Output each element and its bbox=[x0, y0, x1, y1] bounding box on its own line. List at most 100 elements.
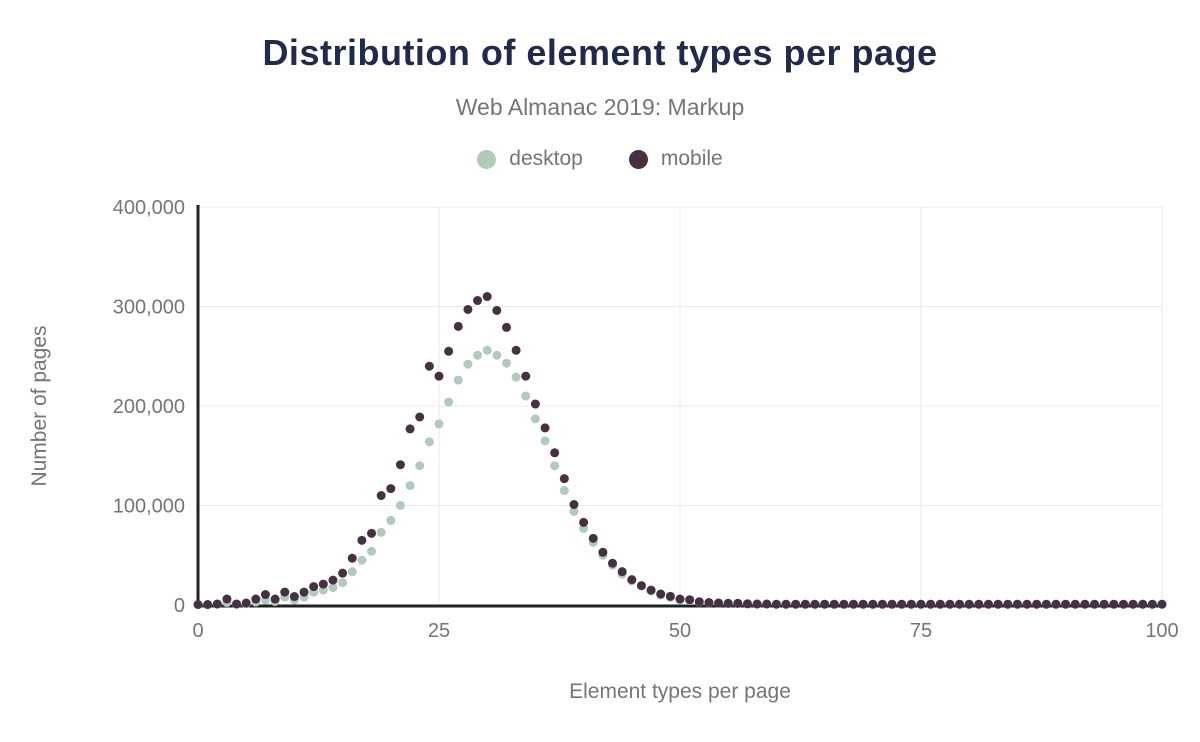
chart-title: Distribution of element types per page bbox=[262, 32, 938, 73]
desktop-point bbox=[781, 599, 791, 609]
mobile-point bbox=[1012, 599, 1022, 609]
desktop-point bbox=[646, 586, 656, 596]
desktop-point bbox=[299, 592, 309, 602]
desktop-point bbox=[579, 523, 589, 533]
y-axis-line bbox=[196, 205, 200, 608]
mobile-point bbox=[868, 599, 878, 609]
mobile-point bbox=[1022, 599, 1032, 609]
mobile-point bbox=[742, 599, 752, 609]
mobile-point bbox=[270, 594, 280, 604]
desktop-point bbox=[1128, 599, 1138, 609]
mobile-point bbox=[1090, 599, 1100, 609]
mobile-point bbox=[656, 589, 666, 599]
desktop-point bbox=[434, 419, 444, 429]
mobile-point bbox=[405, 424, 415, 434]
desktop-point bbox=[694, 597, 704, 607]
desktop-point bbox=[926, 599, 936, 609]
desktop-series-swatch-icon bbox=[477, 149, 497, 169]
desktop-point bbox=[212, 599, 222, 609]
x-tick-label: 50 bbox=[669, 620, 691, 642]
mobile-point bbox=[559, 474, 569, 484]
mobile-point bbox=[665, 591, 675, 601]
desktop-point bbox=[415, 461, 425, 471]
desktop-point bbox=[1090, 599, 1100, 609]
mobile-point bbox=[887, 599, 897, 609]
desktop-point bbox=[1032, 599, 1042, 609]
y-tick-label: 400,000 bbox=[113, 197, 185, 219]
desktop-point bbox=[328, 583, 338, 593]
desktop-point bbox=[318, 585, 328, 595]
mobile-point bbox=[540, 423, 550, 433]
desktop-point bbox=[492, 350, 502, 360]
desktop-point bbox=[386, 515, 396, 525]
x-axis-title: Element types per page bbox=[569, 680, 791, 703]
x-tick-label: 0 bbox=[192, 620, 203, 642]
desktop-point bbox=[1157, 599, 1167, 609]
mobile-point bbox=[762, 599, 772, 609]
mobile-point bbox=[714, 598, 724, 608]
desktop-point bbox=[241, 599, 251, 609]
mobile-point bbox=[588, 533, 598, 543]
desktop-point bbox=[1070, 599, 1080, 609]
desktop-point bbox=[1061, 599, 1071, 609]
mobile-point bbox=[636, 581, 646, 591]
y-axis-title: Number of pages bbox=[28, 325, 51, 486]
mobile-point bbox=[386, 484, 396, 494]
mobile-point bbox=[723, 598, 733, 608]
mobile-point bbox=[309, 582, 319, 592]
mobile-point bbox=[627, 575, 637, 585]
desktop-point bbox=[540, 436, 550, 446]
x-axis-line bbox=[196, 604, 1162, 608]
desktop-point bbox=[820, 599, 830, 609]
desktop-point bbox=[521, 391, 531, 401]
mobile-point bbox=[983, 599, 993, 609]
desktop-point bbox=[685, 596, 695, 606]
desktop-point bbox=[482, 345, 492, 355]
mobile-point bbox=[877, 599, 887, 609]
desktop-point bbox=[810, 599, 820, 609]
desktop-point bbox=[1080, 599, 1090, 609]
desktop-point bbox=[357, 555, 367, 565]
desktop-point bbox=[1012, 599, 1022, 609]
mobile-point bbox=[974, 599, 984, 609]
axis-lines bbox=[196, 205, 1162, 608]
desktop-point bbox=[742, 599, 752, 609]
desktop-point bbox=[627, 576, 637, 586]
desktop-point bbox=[723, 599, 733, 609]
mobile-point bbox=[935, 599, 945, 609]
desktop-point bbox=[501, 358, 511, 368]
desktop-point bbox=[762, 599, 772, 609]
mobile-point bbox=[415, 412, 425, 422]
desktop-point bbox=[714, 598, 724, 608]
mobile-point bbox=[241, 598, 251, 608]
desktop-point bbox=[530, 414, 540, 424]
desktop-point bbox=[887, 599, 897, 609]
desktop-point bbox=[964, 599, 974, 609]
mobile-point bbox=[1157, 599, 1167, 609]
desktop-point bbox=[232, 599, 242, 609]
desktop-point bbox=[289, 595, 299, 605]
mobile-point bbox=[1041, 599, 1051, 609]
mobile-point bbox=[675, 594, 685, 604]
y-tick-label: 300,000 bbox=[113, 297, 185, 319]
mobile-point bbox=[1138, 599, 1148, 609]
desktop-point bbox=[367, 546, 377, 556]
desktop-point bbox=[203, 600, 213, 610]
desktop-point bbox=[251, 597, 261, 607]
mobile-point bbox=[299, 587, 309, 597]
desktop-point bbox=[656, 590, 666, 600]
desktop-point bbox=[588, 537, 598, 547]
mobile-point bbox=[1118, 599, 1128, 609]
mobile-point bbox=[193, 600, 203, 610]
mobile-point bbox=[434, 371, 444, 381]
mobile-point bbox=[1070, 599, 1080, 609]
mobile-point bbox=[367, 528, 377, 538]
mobile-point bbox=[1051, 599, 1061, 609]
mobile-point bbox=[955, 599, 965, 609]
desktop-point bbox=[347, 567, 357, 577]
desktop-point bbox=[733, 599, 743, 609]
mobile-point bbox=[694, 597, 704, 607]
mobile-point bbox=[463, 304, 473, 314]
mobile-point bbox=[357, 535, 367, 545]
